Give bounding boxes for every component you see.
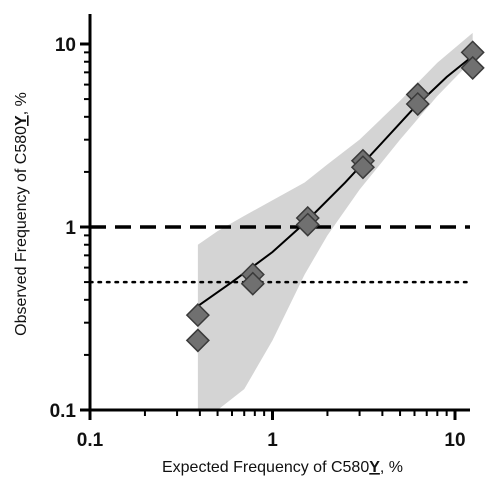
x-axis-label-pre: Expected Frequency of C580 xyxy=(162,459,369,476)
data-point xyxy=(405,91,430,117)
x-tick-label: 0.1 xyxy=(77,430,104,451)
x-axis: 0.1 1 10 xyxy=(77,408,470,451)
y-axis-label-post: , % xyxy=(13,92,30,115)
y-axis-label: Observed Frequency of C580Y, % xyxy=(13,92,30,336)
y-ticks: 0.1 1 10 xyxy=(50,35,90,422)
x-axis-label-post: , % xyxy=(380,459,403,476)
y-axis-label-pre: Observed Frequency of C580 xyxy=(13,126,30,336)
data-points xyxy=(185,40,485,353)
data-point xyxy=(295,212,320,237)
data-point xyxy=(185,328,210,353)
y-tick-label: 0.1 xyxy=(50,401,77,422)
y-tick-label: 10 xyxy=(55,35,76,56)
y-axis-label-emph: Y xyxy=(13,115,30,126)
data-point xyxy=(460,55,485,80)
confidence-band xyxy=(197,32,473,410)
data-point xyxy=(240,271,265,296)
x-tick-label: 10 xyxy=(444,430,465,451)
plot-area xyxy=(88,32,485,410)
data-point xyxy=(350,155,375,180)
x-axis-label-emph: Y xyxy=(369,459,380,476)
y-tick-label: 1 xyxy=(65,218,76,239)
x-ticks: 0.1 1 10 xyxy=(77,410,466,451)
data-point xyxy=(185,303,210,328)
x-tick-label: 1 xyxy=(267,430,278,451)
x-axis-label: Expected Frequency of C580Y, % xyxy=(162,459,403,476)
y-axis: 0.1 1 10 xyxy=(50,14,92,422)
